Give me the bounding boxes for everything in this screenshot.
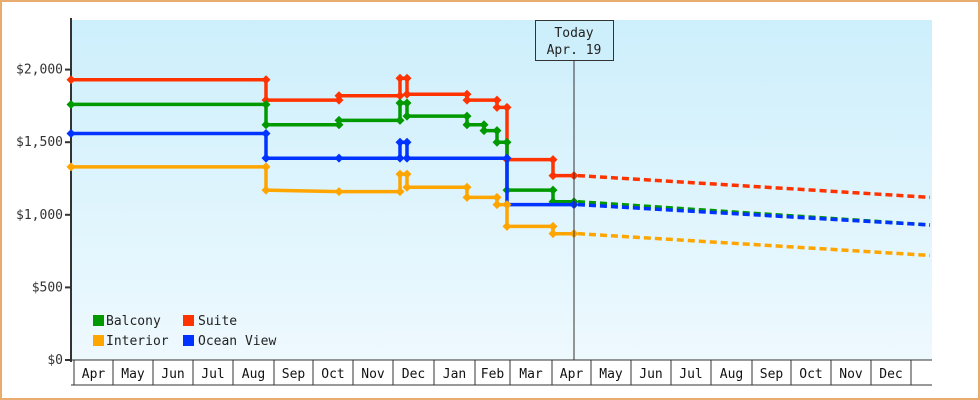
legend: Balcony Suite Interior Ocean View — [93, 314, 276, 349]
month-label: Jun — [639, 367, 662, 382]
month-label: Apr — [560, 367, 584, 382]
legend-label-suite: Suite — [198, 314, 237, 329]
legend-label-balcony: Balcony — [106, 314, 161, 329]
month-label: Jul — [201, 367, 224, 382]
y-tick-label: $1,500 — [16, 135, 63, 150]
month-label: Oct — [799, 367, 822, 382]
month-label: Apr — [82, 367, 106, 382]
month-label: Jun — [161, 367, 184, 382]
legend-swatch-balcony — [93, 315, 104, 326]
y-tick-label: $0 — [47, 353, 63, 368]
month-label: Dec — [402, 367, 425, 382]
today-label: Today — [554, 26, 593, 41]
legend-swatch-suite — [183, 315, 194, 326]
series-ocean-view — [66, 128, 931, 227]
month-label: Dec — [879, 367, 902, 382]
month-label: Mar — [519, 367, 543, 382]
month-label: Sep — [760, 367, 784, 382]
month-label: Sep — [282, 367, 306, 382]
legend-label-ocean-view: Ocean View — [198, 334, 276, 349]
legend-swatch-interior — [93, 335, 104, 346]
x-axis-months: Apr May Jun Jul Aug Sep Oct Nov Dec Jan Feb Mar Apr M… — [73, 360, 912, 385]
month-label: May — [599, 367, 623, 382]
y-tick-label: $1,000 — [16, 208, 63, 223]
today-marker: Today Apr. 19 — [535, 20, 614, 360]
month-label: Nov — [361, 367, 385, 382]
forecast-line — [577, 173, 931, 200]
forecast-line — [577, 231, 931, 258]
month-label: Aug — [720, 367, 743, 382]
month-label: Oct — [321, 367, 344, 382]
y-tick-label: $2,000 — [16, 63, 63, 78]
series-lines — [66, 73, 931, 258]
today-date: Apr. 19 — [547, 43, 602, 58]
month-label: Nov — [839, 367, 863, 382]
forecast-line — [577, 202, 931, 227]
month-label: Jan — [443, 367, 466, 382]
legend-label-interior: Interior — [106, 334, 169, 349]
month-label: Aug — [242, 367, 265, 382]
y-tick-label: $500 — [32, 280, 63, 295]
month-label: May — [121, 367, 145, 382]
y-ticks: $0 $500 $1,000 $1,500 $2,000 — [16, 63, 71, 368]
legend-swatch-ocean-view — [183, 335, 194, 346]
month-label: Feb — [481, 367, 505, 382]
series-interior — [66, 162, 931, 258]
month-label: Jul — [679, 367, 702, 382]
